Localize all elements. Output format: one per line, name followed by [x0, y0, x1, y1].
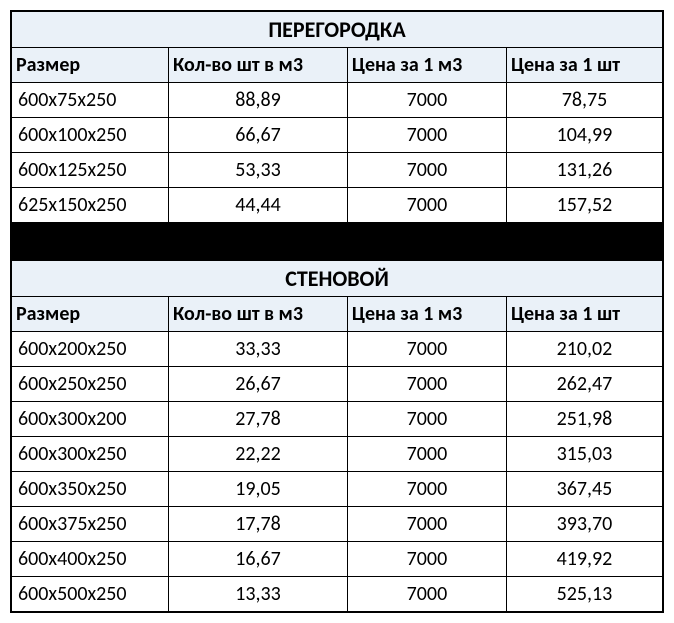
table-row: 625х150х250 44,44 7000 157,52 — [12, 188, 662, 223]
cell-size: 600х350х250 — [12, 472, 169, 506]
col-header-price-piece: Цена за 1 шт — [507, 297, 662, 331]
cell-price-piece: 367,45 — [507, 472, 662, 506]
table-row: 600х300х200 27,78 7000 251,98 — [12, 402, 662, 437]
cell-price-piece: 157,52 — [507, 188, 662, 222]
table-row: 600х300х250 22,22 7000 315,03 — [12, 437, 662, 472]
cell-size: 600х75х250 — [12, 83, 169, 117]
cell-qty: 66,67 — [169, 118, 348, 152]
cell-qty: 17,78 — [169, 507, 348, 541]
table-divider — [12, 223, 662, 261]
cell-size: 600х250х250 — [12, 367, 169, 401]
table-row: 600х350х250 19,05 7000 367,45 — [12, 472, 662, 507]
cell-price-piece: 104,99 — [507, 118, 662, 152]
cell-qty: 19,05 — [169, 472, 348, 506]
table-row: 600х375х250 17,78 7000 393,70 — [12, 507, 662, 542]
cell-price-piece: 78,75 — [507, 83, 662, 117]
cell-size: 600х375х250 — [12, 507, 169, 541]
cell-price-m3: 7000 — [348, 402, 507, 436]
cell-price-piece: 393,70 — [507, 507, 662, 541]
table-row: 600х500х250 13,33 7000 525,13 — [12, 577, 662, 611]
cell-size: 600х125х250 — [12, 153, 169, 187]
table2-header-row: Размер Кол-во шт в м3 Цена за 1 м3 Цена … — [12, 297, 662, 332]
cell-qty: 16,67 — [169, 542, 348, 576]
cell-price-m3: 7000 — [348, 542, 507, 576]
cell-qty: 22,22 — [169, 437, 348, 471]
cell-price-piece: 131,26 — [507, 153, 662, 187]
col-header-price-m3: Цена за 1 м3 — [348, 48, 507, 82]
table-row: 600х400х250 16,67 7000 419,92 — [12, 542, 662, 577]
col-header-price-m3: Цена за 1 м3 — [348, 297, 507, 331]
table-row: 600х125х250 53,33 7000 131,26 — [12, 153, 662, 188]
cell-price-m3: 7000 — [348, 367, 507, 401]
cell-price-piece: 315,03 — [507, 437, 662, 471]
cell-price-m3: 7000 — [348, 437, 507, 471]
cell-size: 600х100х250 — [12, 118, 169, 152]
cell-price-m3: 7000 — [348, 83, 507, 117]
cell-qty: 88,89 — [169, 83, 348, 117]
cell-size: 600х500х250 — [12, 577, 169, 611]
price-tables-container: ПЕРЕГОРОДКА Размер Кол-во шт в м3 Цена з… — [10, 10, 664, 613]
cell-qty: 53,33 — [169, 153, 348, 187]
col-header-size: Размер — [12, 297, 169, 331]
cell-qty: 44,44 — [169, 188, 348, 222]
col-header-price-piece: Цена за 1 шт — [507, 48, 662, 82]
col-header-qty: Кол-во шт в м3 — [169, 48, 348, 82]
table2-title: СТЕНОВОЙ — [12, 261, 662, 297]
cell-size: 625х150х250 — [12, 188, 169, 222]
cell-price-m3: 7000 — [348, 153, 507, 187]
cell-qty: 33,33 — [169, 332, 348, 366]
cell-price-m3: 7000 — [348, 472, 507, 506]
cell-size: 600х300х200 — [12, 402, 169, 436]
cell-size: 600х300х250 — [12, 437, 169, 471]
cell-price-m3: 7000 — [348, 118, 507, 152]
cell-qty: 13,33 — [169, 577, 348, 611]
table1-title: ПЕРЕГОРОДКА — [12, 12, 662, 48]
table-row: 600х75х250 88,89 7000 78,75 — [12, 83, 662, 118]
table-row: 600х250х250 26,67 7000 262,47 — [12, 367, 662, 402]
cell-price-piece: 262,47 — [507, 367, 662, 401]
cell-qty: 26,67 — [169, 367, 348, 401]
cell-price-m3: 7000 — [348, 507, 507, 541]
table-row: 600х100х250 66,67 7000 104,99 — [12, 118, 662, 153]
col-header-qty: Кол-во шт в м3 — [169, 297, 348, 331]
cell-size: 600х200х250 — [12, 332, 169, 366]
cell-price-piece: 251,98 — [507, 402, 662, 436]
cell-price-piece: 210,02 — [507, 332, 662, 366]
table-row: 600х200х250 33,33 7000 210,02 — [12, 332, 662, 367]
cell-qty: 27,78 — [169, 402, 348, 436]
cell-price-m3: 7000 — [348, 332, 507, 366]
cell-price-m3: 7000 — [348, 577, 507, 611]
cell-price-piece: 419,92 — [507, 542, 662, 576]
table1-header-row: Размер Кол-во шт в м3 Цена за 1 м3 Цена … — [12, 48, 662, 83]
cell-size: 600х400х250 — [12, 542, 169, 576]
col-header-size: Размер — [12, 48, 169, 82]
cell-price-piece: 525,13 — [507, 577, 662, 611]
cell-price-m3: 7000 — [348, 188, 507, 222]
